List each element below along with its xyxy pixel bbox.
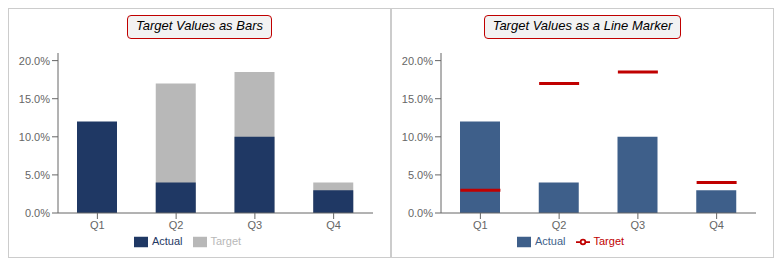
svg-text:Q1: Q1 xyxy=(90,219,105,231)
svg-text:Q4: Q4 xyxy=(709,219,724,231)
html-text:Target: Target xyxy=(593,235,625,247)
svg-text:15.0%: 15.0% xyxy=(402,93,433,105)
html-text:Actual: Actual xyxy=(534,235,566,247)
svg-text:10.0%: 10.0% xyxy=(19,131,50,143)
svg-text:Q3: Q3 xyxy=(248,219,263,231)
svg-text:Q3: Q3 xyxy=(631,219,646,231)
html-text:Actual: Actual xyxy=(151,235,183,247)
svg-text:20.0%: 20.0% xyxy=(402,55,433,67)
svg-text:5.0%: 5.0% xyxy=(408,169,433,181)
svg-text:20.0%: 20.0% xyxy=(19,55,50,67)
svg-text:Q1: Q1 xyxy=(473,219,488,231)
html-text:Target Values as a Line Marker: Target Values as a Line Marker xyxy=(492,18,673,33)
svg-text:15.0%: 15.0% xyxy=(19,93,50,105)
svg-text:Q4: Q4 xyxy=(326,219,341,231)
svg-text:Q2: Q2 xyxy=(552,219,567,231)
svg-text:10.0%: 10.0% xyxy=(402,131,433,143)
svg-text:Q2: Q2 xyxy=(169,219,184,231)
html-text:Target Values as Bars: Target Values as Bars xyxy=(136,18,263,33)
svg-text:5.0%: 5.0% xyxy=(25,169,50,181)
html-text:Target: Target xyxy=(210,235,242,247)
svg-text:0.0%: 0.0% xyxy=(25,207,50,219)
svg-text:0.0%: 0.0% xyxy=(408,207,433,219)
